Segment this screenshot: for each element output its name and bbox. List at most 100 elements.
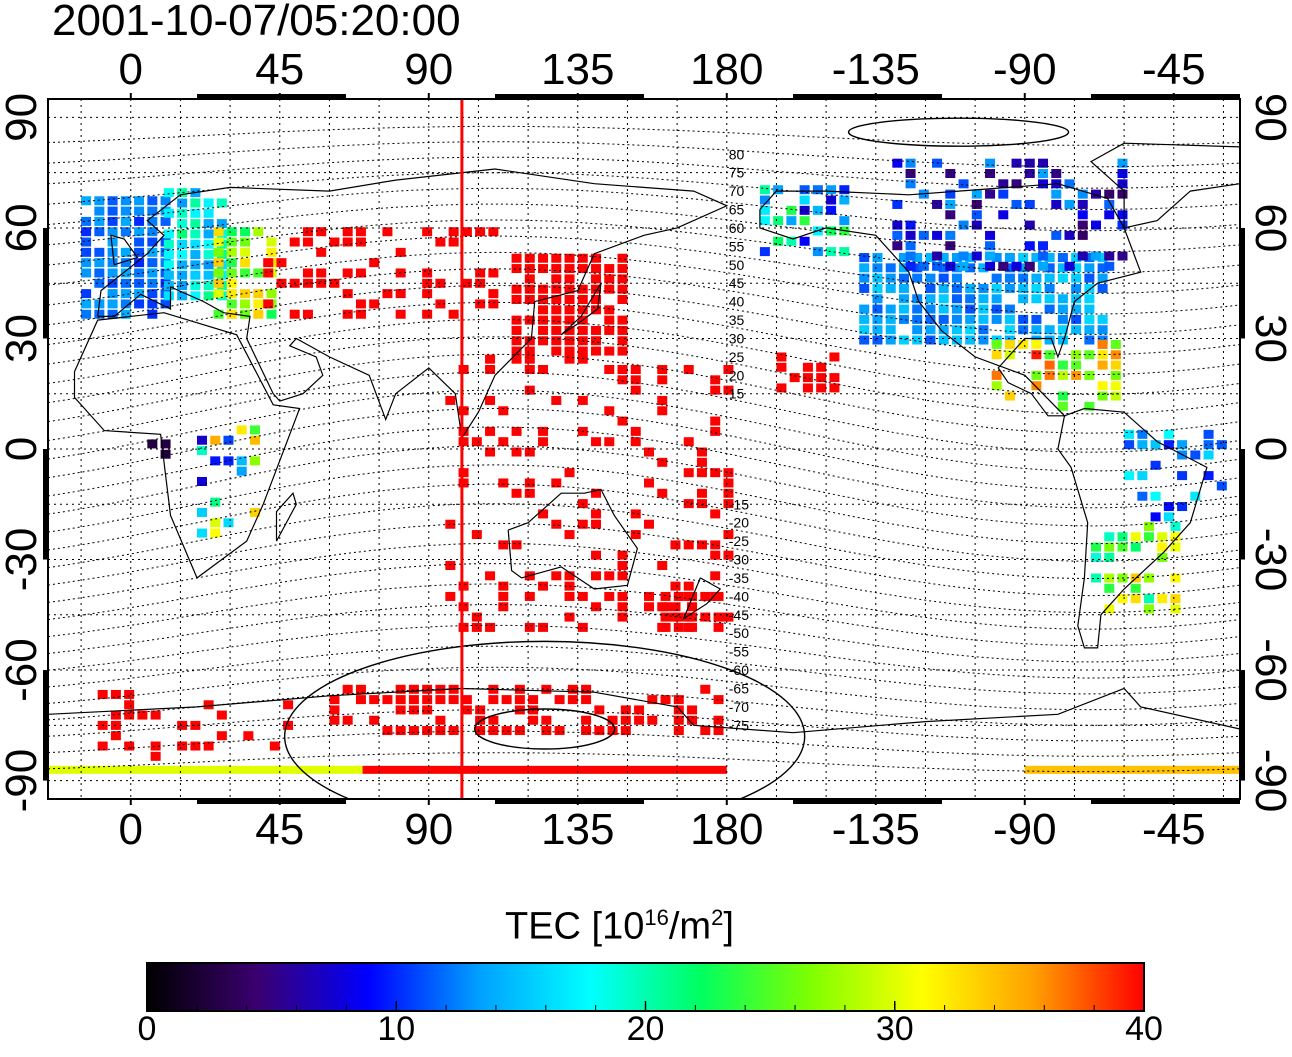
tec-cell <box>978 304 989 314</box>
tec-cell <box>253 299 264 309</box>
tec-cell <box>107 299 118 309</box>
tec-cell <box>985 251 996 261</box>
tec-cell <box>1097 314 1108 324</box>
tec-cell <box>1104 261 1115 271</box>
tec-cell <box>120 258 131 268</box>
tec-cell <box>147 278 158 288</box>
tec-cell <box>538 426 549 436</box>
tec-cell <box>564 346 575 356</box>
tec-cell <box>905 241 916 251</box>
tec-cell <box>577 284 588 294</box>
tec-cell <box>958 251 969 261</box>
tec-cell <box>445 591 456 601</box>
tec-cell <box>786 205 797 215</box>
tec-cell <box>885 263 896 273</box>
tec-cell <box>190 281 201 290</box>
tec-cell <box>147 289 158 299</box>
tec-cell <box>696 447 707 457</box>
tec-cell <box>120 196 131 206</box>
tec-cell <box>190 208 201 218</box>
tec-cell <box>147 439 158 449</box>
tec-cell <box>120 278 131 288</box>
tec-cell <box>445 395 456 405</box>
tec-cell <box>107 227 118 237</box>
tec-cell <box>538 365 549 374</box>
border-band <box>43 670 48 781</box>
tec-cell <box>965 294 976 304</box>
tec-cell <box>1143 604 1154 614</box>
tec-cell <box>147 268 158 278</box>
tec-cell <box>620 726 631 736</box>
contour-label: -50 <box>729 625 749 641</box>
tec-cell <box>1044 294 1055 304</box>
tec-cell <box>630 437 641 447</box>
tec-cell <box>226 299 237 309</box>
lat-tick-label-right: 0 <box>1246 437 1292 461</box>
timestamp-title: 2001-10-07/05:20:00 <box>52 0 461 45</box>
tec-cell <box>1117 210 1128 220</box>
tec-cell <box>898 335 909 345</box>
border-band <box>1240 449 1245 560</box>
tec-cell <box>524 274 535 284</box>
tec-cell <box>124 700 135 710</box>
border-band <box>495 799 644 804</box>
tec-cell <box>551 295 562 304</box>
lat-tick-label-left: 60 <box>0 203 46 252</box>
tec-cell <box>203 270 214 280</box>
tec-cell <box>1163 440 1174 450</box>
tec-cell <box>1170 521 1181 531</box>
tec-cell <box>1130 594 1141 604</box>
tec-cell <box>1084 304 1095 314</box>
tec-cell <box>951 335 962 345</box>
tec-cell <box>551 325 562 335</box>
tec-cell <box>236 456 247 466</box>
tec-cell <box>107 196 118 206</box>
tec-cell <box>94 216 105 226</box>
tec-cell <box>485 447 496 457</box>
tec-cell <box>551 315 562 325</box>
mag-contour <box>48 624 1240 679</box>
tec-cell <box>829 373 840 383</box>
tec-cell <box>81 268 92 278</box>
tec-cell <box>197 528 207 538</box>
tec-cell <box>253 268 264 278</box>
tec-cell <box>577 622 588 632</box>
tec-cell <box>1084 325 1095 335</box>
tec-cell <box>1130 583 1141 593</box>
tec-cell <box>458 602 469 612</box>
tec-cell <box>710 416 721 426</box>
tec-cell <box>932 261 943 271</box>
tec-cell <box>918 230 929 240</box>
tec-cell <box>657 561 668 570</box>
lon-tick-label-bottom: -45 <box>1142 805 1206 854</box>
tec-cell <box>802 383 813 393</box>
tec-cell <box>657 365 668 374</box>
tec-cell <box>912 294 923 304</box>
tec-cell <box>591 295 602 304</box>
tec-cell <box>1084 283 1095 293</box>
tec-cell <box>1071 294 1082 304</box>
tec-cell <box>422 705 433 715</box>
tec-cell <box>826 247 837 257</box>
tec-cell <box>644 602 654 612</box>
tec-cell <box>885 314 896 324</box>
tec-cell <box>422 695 433 705</box>
tec-cell <box>581 684 592 694</box>
tec-cell <box>107 237 118 247</box>
tec-cell <box>591 602 602 612</box>
tec-cell <box>591 274 602 284</box>
lon-tick-label-top: 90 <box>404 45 453 94</box>
tec-cell <box>551 571 562 581</box>
tec-cell <box>1004 304 1015 314</box>
tec-cell <box>1051 199 1062 209</box>
mag-contour <box>48 503 1240 580</box>
tec-cell <box>511 354 522 364</box>
tec-cell <box>514 684 525 694</box>
tec-cell <box>289 309 300 319</box>
tec-cell <box>395 309 406 319</box>
tec-cell <box>998 179 1009 189</box>
tec-cell <box>240 299 251 309</box>
tec-cell <box>965 335 976 345</box>
tec-cell <box>898 263 909 273</box>
tec-cell <box>826 205 837 215</box>
